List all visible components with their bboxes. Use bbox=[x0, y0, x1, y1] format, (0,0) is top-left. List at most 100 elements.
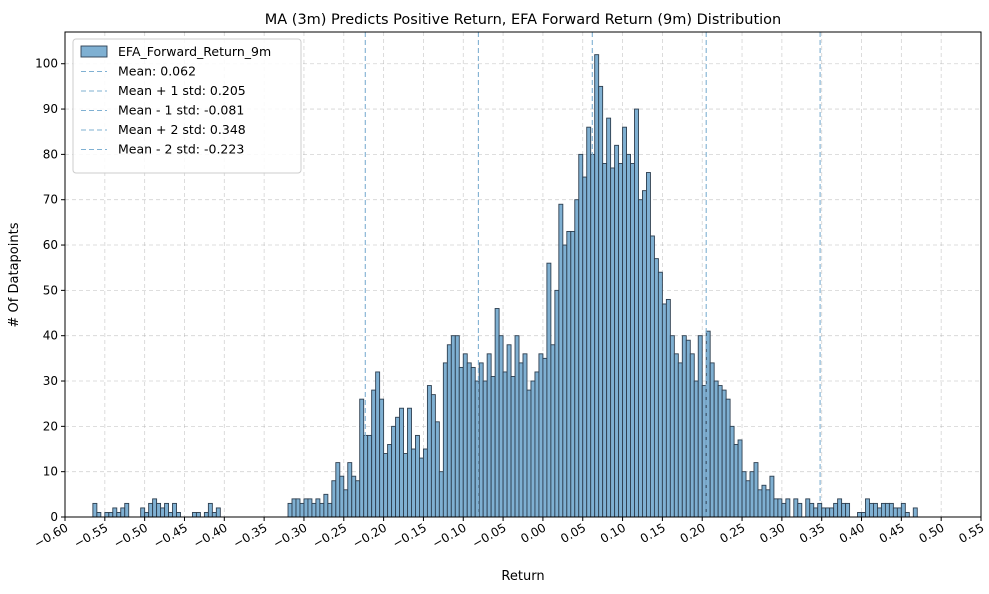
histogram-bar bbox=[865, 498, 870, 518]
histogram-bar bbox=[785, 498, 791, 518]
x-tick-label: 0.00 bbox=[518, 520, 548, 545]
histogram-bar bbox=[642, 190, 647, 518]
legend-label: Mean + 1 std: 0.205 bbox=[118, 83, 246, 98]
legend-label: Mean - 2 std: -0.223 bbox=[118, 142, 244, 157]
x-tick-label: −0.60 bbox=[32, 520, 71, 551]
histogram-bar bbox=[737, 439, 743, 518]
x-axis-label: Return bbox=[501, 569, 544, 584]
histogram-bar bbox=[626, 153, 631, 518]
x-tick-label: 0.10 bbox=[598, 520, 628, 545]
histogram-bar bbox=[343, 489, 349, 518]
y-tick-label: 40 bbox=[43, 329, 58, 343]
histogram-bar bbox=[152, 498, 158, 518]
histogram-bar bbox=[900, 502, 906, 518]
histogram-bar bbox=[570, 230, 576, 518]
histogram-bar bbox=[371, 389, 377, 518]
histogram-bar bbox=[689, 353, 695, 518]
y-tick-label: 30 bbox=[43, 374, 58, 388]
histogram-bar bbox=[347, 462, 353, 518]
y-tick-label: 60 bbox=[43, 238, 58, 252]
histogram-bar bbox=[327, 502, 333, 518]
histogram-bar bbox=[482, 380, 488, 518]
histogram-bar bbox=[203, 512, 209, 518]
histogram-bar bbox=[550, 344, 556, 518]
histogram-bar bbox=[745, 480, 751, 518]
histogram-bar bbox=[215, 507, 221, 518]
histogram-bar bbox=[697, 335, 703, 518]
histogram-bar bbox=[498, 335, 504, 518]
y-tick-label: 50 bbox=[43, 283, 58, 297]
histogram-bar bbox=[542, 357, 548, 518]
y-tick-label: 90 bbox=[43, 102, 58, 116]
histogram-bar bbox=[709, 362, 715, 518]
histogram-bar bbox=[331, 480, 337, 518]
histogram-bar bbox=[554, 289, 560, 518]
histogram-bar bbox=[857, 512, 862, 518]
histogram-bar bbox=[172, 502, 177, 518]
histogram-bar bbox=[669, 335, 675, 518]
x-tick-label: −0.15 bbox=[390, 520, 429, 551]
histogram-bar bbox=[299, 502, 305, 518]
histogram-bar bbox=[562, 244, 568, 518]
histogram-bar bbox=[379, 398, 385, 518]
histogram-bar bbox=[773, 498, 779, 518]
histogram-bar bbox=[295, 498, 301, 518]
histogram-bar bbox=[112, 507, 118, 518]
legend-label: Mean + 2 std: 0.348 bbox=[118, 122, 246, 137]
histogram-bar bbox=[638, 199, 643, 518]
histogram-bar bbox=[769, 475, 775, 518]
histogram-bar bbox=[387, 444, 393, 518]
histogram-bar bbox=[586, 126, 592, 518]
histogram-bar bbox=[594, 54, 600, 518]
x-tick-label: −0.50 bbox=[111, 520, 150, 551]
histogram-bar bbox=[207, 502, 213, 518]
histogram-bar bbox=[681, 335, 687, 518]
histogram-bar bbox=[677, 362, 683, 518]
histogram-bar bbox=[598, 85, 604, 518]
legend-box bbox=[72, 38, 302, 174]
histogram-bar bbox=[391, 425, 397, 518]
histogram-bar bbox=[813, 507, 819, 518]
histogram-bar bbox=[124, 502, 130, 518]
histogram-bar bbox=[777, 498, 783, 518]
histogram-bar bbox=[892, 507, 898, 518]
histogram-bar bbox=[430, 394, 436, 518]
histogram-bar bbox=[546, 262, 552, 518]
histogram-bar bbox=[526, 389, 532, 518]
histogram-bar bbox=[721, 389, 727, 518]
histogram-bar bbox=[434, 421, 440, 518]
x-tick-label: 0.15 bbox=[638, 520, 668, 545]
x-tick-label: 0.35 bbox=[797, 520, 827, 545]
histogram-bar bbox=[841, 502, 847, 518]
chart-title: MA (3m) Predicts Positive Return, EFA Fo… bbox=[265, 12, 781, 28]
histogram-bar bbox=[534, 371, 540, 518]
x-tick-label: 0.40 bbox=[837, 520, 867, 545]
histogram-bar bbox=[630, 162, 635, 518]
histogram-bar bbox=[490, 376, 496, 518]
histogram-bar bbox=[438, 471, 444, 518]
histogram-bar bbox=[104, 512, 110, 518]
histogram-bar bbox=[323, 493, 329, 518]
histogram-bar bbox=[176, 512, 181, 518]
histogram-bar bbox=[422, 448, 428, 518]
histogram-bar bbox=[466, 362, 472, 518]
histogram-bar bbox=[403, 453, 408, 518]
y-axis-label: # Of Datapoints bbox=[7, 222, 22, 327]
histogram-bar bbox=[610, 167, 616, 518]
histogram-bar bbox=[407, 407, 412, 518]
histogram-bar bbox=[442, 362, 448, 518]
y-tick-label: 20 bbox=[43, 419, 58, 433]
histogram-bar bbox=[319, 502, 325, 518]
legend-label: Mean: 0.062 bbox=[118, 64, 196, 79]
histogram-bar bbox=[757, 489, 763, 518]
x-tick-label: 0.25 bbox=[717, 520, 747, 545]
y-tick-label: 100 bbox=[35, 57, 58, 71]
histogram-bar bbox=[781, 502, 787, 518]
histogram-bar bbox=[873, 502, 878, 518]
histogram-bar bbox=[160, 507, 166, 518]
histogram-bar bbox=[144, 512, 150, 518]
y-tick-label: 0 bbox=[50, 510, 58, 524]
histogram-bar bbox=[912, 507, 918, 518]
histogram-bar bbox=[733, 444, 739, 518]
